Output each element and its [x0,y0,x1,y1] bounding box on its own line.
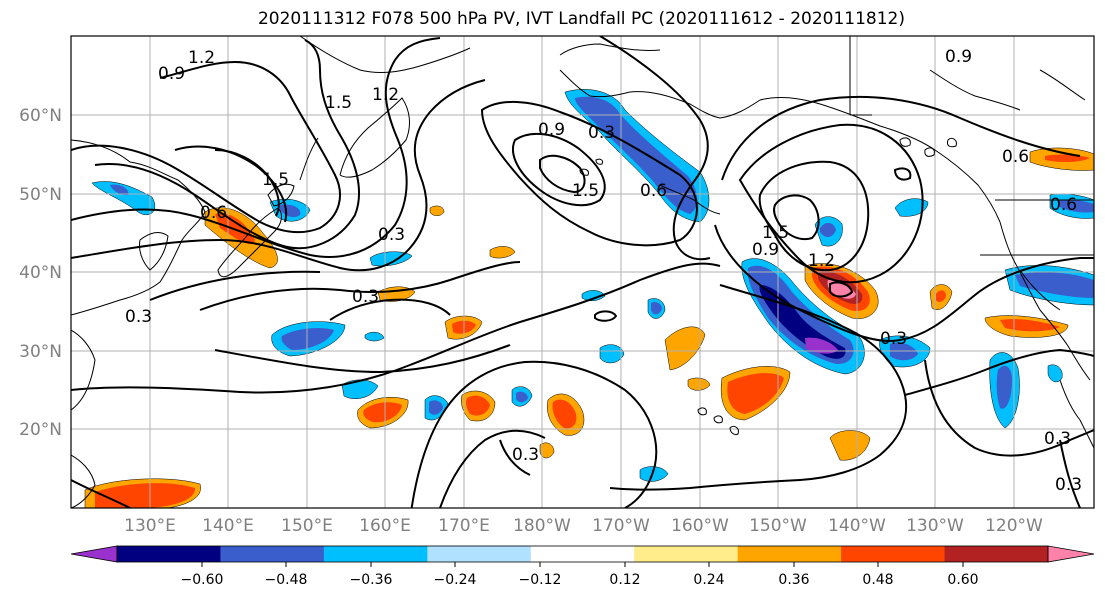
lon-label: 150°E [281,516,333,536]
colorbar-tick-label: −0.36 [350,572,393,588]
contour-label: 0.6 [1002,147,1029,167]
colorbar-tick-label: 0.60 [947,572,978,588]
contour-label: 0.3 [125,307,152,327]
colorbar-tick-label: −0.24 [434,572,477,588]
lon-label: 150°W [749,516,807,536]
colorbar-box [841,546,946,562]
contour-label: 0.3 [1044,429,1071,449]
colorbar-extend-high [1047,545,1095,563]
lon-label: 180°W [513,516,571,536]
colorbar-box [220,546,325,562]
colorbar-outline [116,545,1049,563]
colorbar-tick-label: 0.12 [609,572,640,588]
colorbar-boxes [70,545,1095,563]
contour-label: 0.3 [588,123,615,143]
contour-label: 1.5 [262,170,289,190]
lon-label: 140°E [202,516,254,536]
contour-label: 0.3 [512,445,539,465]
contour-label: 0.6 [640,181,667,201]
contour-label: 0.9 [752,240,779,260]
lon-label: 130°E [124,516,176,536]
contour-label: 0.3 [378,225,405,245]
contour-label: 0.9 [945,47,972,67]
lat-label-60n: 60°N [19,106,62,126]
contour-label: 1.2 [808,251,835,271]
lat-label-20n: 20°N [19,420,62,440]
contour-label: 1.2 [372,85,399,105]
contour-labels: 1.2 0.9 1.5 1.2 0.3 1.5 0.6 0.3 0.3 0.9 … [125,47,1082,495]
lat-label-40n: 40°N [19,263,62,283]
map-frame [70,35,1095,509]
colorbar-box [117,546,221,562]
coastlines [71,36,1094,508]
colorbar-box [634,546,739,562]
contour-label: 0.6 [1050,195,1077,215]
lon-label: 160°E [359,516,411,536]
lon-label: 160°W [671,516,729,536]
colorbar-box [427,546,532,562]
colorbar-extend-low [70,545,118,563]
contour-label: 0.6 [200,203,227,223]
colorbar-tick-label: 0.48 [862,572,893,588]
longitude-labels: 130°E 140°E 150°E 160°E 170°E 180°W 170°… [124,516,1043,536]
colorbar: −0.60 −0.48 −0.36 −0.24 −0.12 0.12 0.24 … [70,545,1095,588]
contour-label: 0.9 [158,64,185,84]
lon-label: 170°W [592,516,650,536]
colorbar-tick-label: 0.36 [778,572,809,588]
latitude-labels: 60°N 50°N 40°N 30°N 20°N [19,106,62,440]
colorbar-tick-label: 0.24 [693,572,724,588]
contour-label: 0.3 [1055,475,1082,495]
lat-label-30n: 30°N [19,342,62,362]
colorbar-tick-label: −0.60 [181,572,224,588]
pv-contours [71,36,1094,508]
colorbar-box [323,546,428,562]
colorbar-box [944,546,1049,562]
lon-label: 170°E [438,516,490,536]
graticule [71,36,1094,508]
contour-label: 1.5 [762,223,789,243]
contour-label: 1.5 [325,93,352,113]
contour-label: 1.2 [188,48,215,68]
contour-label: 0.3 [352,287,379,307]
contour-label: 1.5 [572,181,599,201]
colorbar-tick-label: −0.12 [519,572,562,588]
colorbar-box [530,546,635,562]
colorbar-box [737,546,842,562]
map-title: 2020111312 F078 500 hPa PV, IVT Landfall… [257,9,905,29]
lon-label: 130°W [906,516,964,536]
lon-label: 120°W [985,516,1043,536]
contour-label: 0.3 [880,329,907,349]
contour-label: 0.9 [538,120,565,140]
lon-label: 140°W [828,516,886,536]
colorbar-ticks [201,562,964,567]
colorbar-tick-label: −0.48 [265,572,308,588]
lat-label-50n: 50°N [19,185,62,205]
